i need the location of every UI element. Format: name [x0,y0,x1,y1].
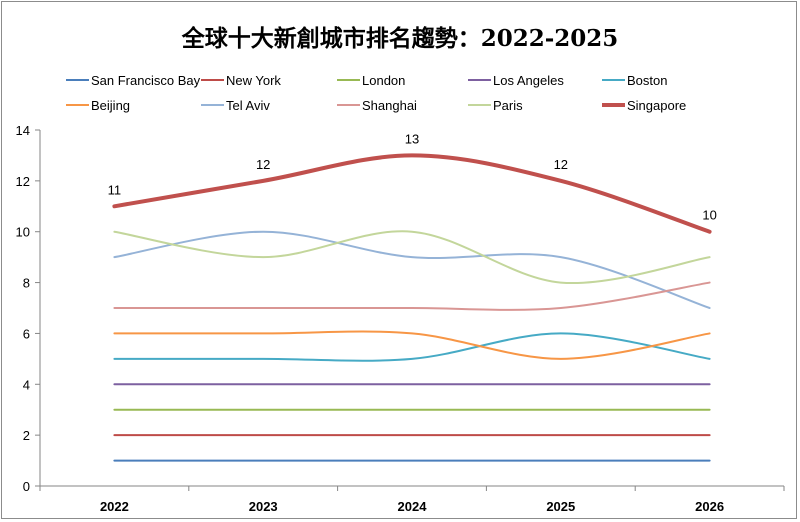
y-tick-label: 14 [16,123,30,138]
x-tick-label: 2024 [398,499,428,514]
data-label: 12 [554,157,568,172]
series-line-boston [113,332,711,362]
legend-item-paris: Paris [468,98,523,113]
legend-label: New York [226,73,281,88]
legend-item-boston: Boston [602,73,667,88]
x-tick-label: 2023 [249,499,278,514]
chart-title: 全球十大新創城市排名趨勢：2022-2025 [181,25,619,52]
legend-item-singapore: Singapore [602,98,686,113]
x-tick-label: 2025 [546,499,575,514]
axes: 0 2 4 6 8 10 12 14 2022 2023 2024 2025 2026 [16,123,785,514]
data-label: 13 [405,131,419,146]
legend-label: London [362,73,405,88]
y-tick-label: 12 [16,174,30,189]
series-line-paris [113,230,711,285]
data-label: 12 [256,157,270,172]
legend: San Francisco Bay New York London Los Angel… [66,73,686,113]
legend-item-shanghai: Shanghai [337,98,417,113]
legend-label: Singapore [627,98,686,113]
legend-label: Los Angeles [493,73,564,88]
series-line-tel-aviv [113,230,711,309]
x-tick-label: 2022 [100,499,129,514]
series-layer [112,153,712,462]
legend-label: San Francisco Bay [91,73,201,88]
data-labels: 11 12 13 12 10 [108,131,717,222]
legend-label: Paris [493,98,523,113]
legend-item-san-francisco-bay: San Francisco Bay [66,73,201,88]
data-label: 11 [108,182,122,197]
legend-item-new-york: New York [201,73,281,88]
y-tick-label: 2 [23,428,30,443]
legend-item-los-angeles: Los Angeles [468,73,564,88]
legend-label: Tel Aviv [226,98,270,113]
y-tick-label: 10 [16,225,30,240]
legend-label: Shanghai [362,98,417,113]
y-tick-label: 0 [23,479,30,494]
legend-item-london: London [337,73,405,88]
series-line-beijing [113,330,711,360]
y-tick-label: 8 [23,276,30,291]
x-tick-label: 2026 [695,499,724,514]
legend-label: Boston [627,73,667,88]
series-line-shanghai [113,281,711,311]
series-line-singapore [112,153,712,234]
legend-item-tel-aviv: Tel Aviv [201,98,270,113]
legend-item-beijing: Beijing [66,98,130,113]
data-label: 10 [702,208,716,223]
legend-label: Beijing [91,98,130,113]
y-tick-label: 6 [23,326,30,341]
y-tick-label: 4 [23,377,30,392]
